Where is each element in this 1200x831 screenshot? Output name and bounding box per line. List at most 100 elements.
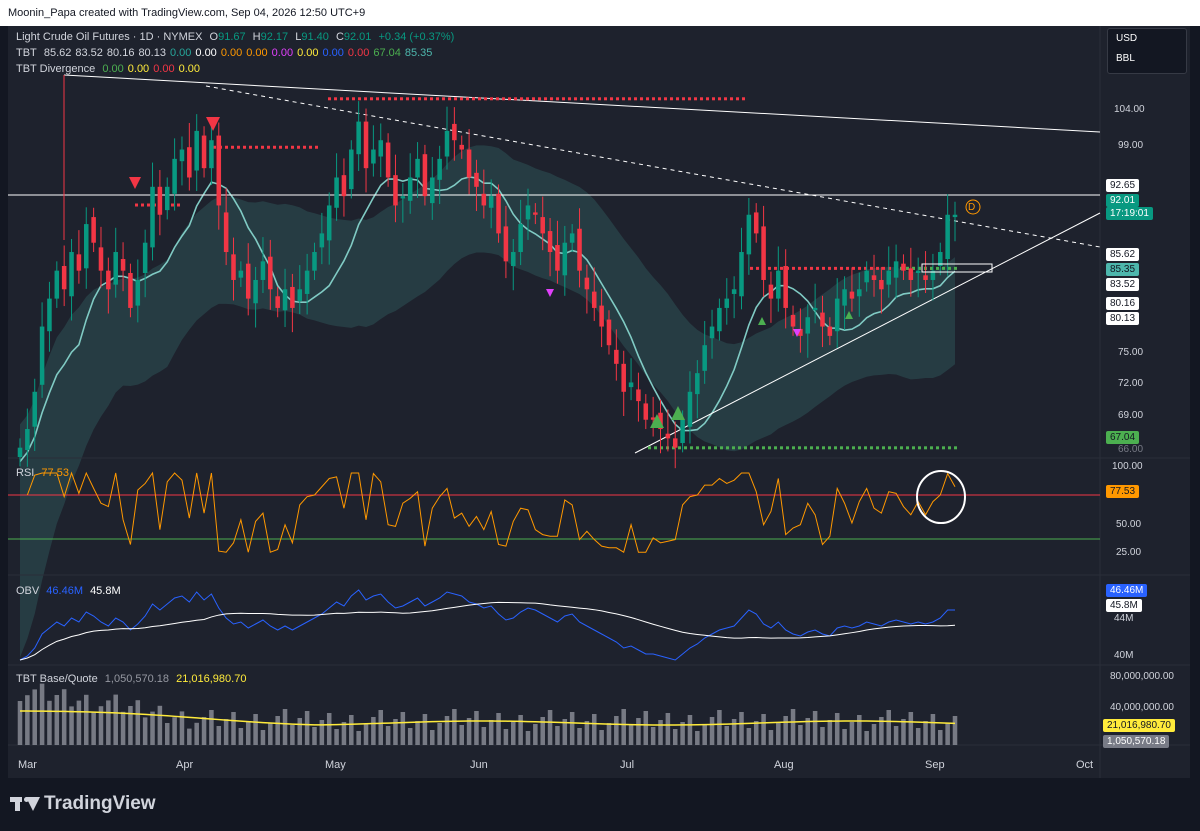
candle-body — [201, 135, 207, 169]
candle-body — [150, 186, 155, 248]
divergence-legend-name: TBT Divergence — [16, 63, 96, 75]
resistance-dots — [646, 97, 649, 101]
volume-bar — [47, 700, 52, 745]
resistance-dots — [454, 97, 457, 101]
price-badge: 92.65 — [1106, 179, 1140, 192]
volume-bar — [938, 730, 943, 745]
candle-body — [650, 417, 656, 420]
candle-body — [363, 121, 369, 169]
time-label: Mar — [18, 759, 37, 771]
resistance-trendline — [63, 74, 1101, 133]
support-dots — [756, 446, 759, 450]
volume-bar — [150, 711, 155, 745]
close-label: C — [335, 31, 344, 43]
obv-legend[interactable]: OBV 46.46M 45.8M — [16, 584, 125, 598]
rsi-tick: 25.00 — [1116, 547, 1142, 558]
resistance-dots — [622, 97, 625, 101]
trend-cloud — [20, 145, 955, 658]
support-dots — [864, 446, 867, 450]
resistance-dots — [822, 266, 825, 270]
support-dots — [792, 446, 795, 450]
volume-bar — [98, 706, 104, 745]
resistance-dots — [670, 97, 673, 101]
volume-bar — [356, 731, 361, 745]
candle-body — [783, 266, 788, 308]
resistance-dots — [376, 97, 379, 101]
resistance-dots — [730, 97, 733, 101]
candle-body — [930, 270, 936, 280]
candle-body — [915, 270, 921, 273]
volume-bar — [106, 700, 111, 745]
volume-bar — [628, 725, 634, 745]
volume-bar — [164, 723, 170, 745]
resistance-dots — [682, 97, 685, 101]
sell-signal-marker — [129, 177, 141, 189]
candle-body — [179, 149, 185, 162]
volume-bar — [665, 713, 671, 745]
volume-bar — [135, 700, 141, 745]
volume-bar — [238, 728, 244, 745]
candle-body — [282, 289, 288, 311]
candle-body — [614, 349, 619, 364]
candle-body — [400, 196, 406, 199]
support-dots — [918, 266, 921, 270]
candle-body — [547, 231, 553, 253]
candle-body — [304, 270, 310, 294]
support-dots — [948, 446, 951, 450]
volume-bar — [650, 727, 656, 745]
resistance-dots — [598, 97, 601, 101]
resistance-dots — [309, 145, 312, 149]
candle-body — [680, 419, 685, 444]
volume-bar — [334, 729, 339, 745]
resistance-dots — [888, 266, 891, 270]
candle-body — [135, 279, 141, 306]
support-dots — [750, 446, 753, 450]
candle-body — [643, 403, 649, 420]
currency-label[interactable]: USD — [1116, 33, 1138, 44]
resistance-dots — [628, 97, 631, 101]
unit-label[interactable]: BBL — [1116, 53, 1135, 64]
volume-bar — [540, 717, 545, 745]
legend-value: 0.00 — [322, 47, 344, 59]
volume-bar — [798, 725, 803, 745]
resistance-dots — [213, 145, 216, 149]
volume-bar — [304, 711, 310, 745]
candle-body — [216, 135, 222, 206]
volume-bar — [253, 714, 258, 745]
resistance-dots — [724, 97, 727, 101]
candle-body — [790, 314, 796, 327]
resistance-dots — [718, 97, 721, 101]
resistance-dots — [147, 203, 150, 207]
resistance-dots — [676, 97, 679, 101]
symbol-legend[interactable]: Light Crude Oil Futures · 1D · NYMEX O91… — [16, 30, 458, 44]
obv-legend-value2: 45.8M — [90, 585, 121, 597]
resistance-dots — [688, 97, 691, 101]
tbt-legend[interactable]: TBT 85.62 83.52 80.16 80.13 0.00 0.00 0.00 0.00… — [16, 46, 436, 60]
resistance-dots — [478, 97, 481, 101]
buy-signal-marker — [650, 414, 664, 428]
resistance-dots — [544, 97, 547, 101]
candle-body — [349, 149, 354, 190]
resistance-dots — [520, 97, 523, 101]
tradingview-logo[interactable]: TradingView — [10, 793, 156, 815]
legend-value: 80.16 — [106, 47, 135, 59]
rsi-legend[interactable]: RSI 77.53 — [16, 466, 73, 480]
unit-selector[interactable]: USD BBL — [1107, 28, 1187, 74]
resistance-dots — [774, 266, 777, 270]
volume-bar — [481, 727, 487, 745]
support-dots — [918, 446, 921, 450]
bq-legend[interactable]: TBT Base/Quote 1,050,570.18 21,016,980.7… — [16, 672, 250, 686]
resistance-dots — [370, 97, 373, 101]
support-dots — [684, 446, 687, 450]
event-marker-letter[interactable]: D — [968, 202, 976, 213]
volume-bar — [245, 721, 251, 745]
price-tick: 75.00 — [1118, 347, 1144, 358]
candle-body — [172, 158, 177, 194]
volume-bar — [547, 710, 553, 745]
candle-body — [577, 228, 582, 271]
candle-body — [503, 226, 509, 262]
divergence-legend[interactable]: TBT Divergence 0.00 0.00 0.00 0.00 — [16, 62, 204, 76]
candle-body — [518, 224, 523, 253]
legend-value: 0.00 — [220, 47, 243, 59]
